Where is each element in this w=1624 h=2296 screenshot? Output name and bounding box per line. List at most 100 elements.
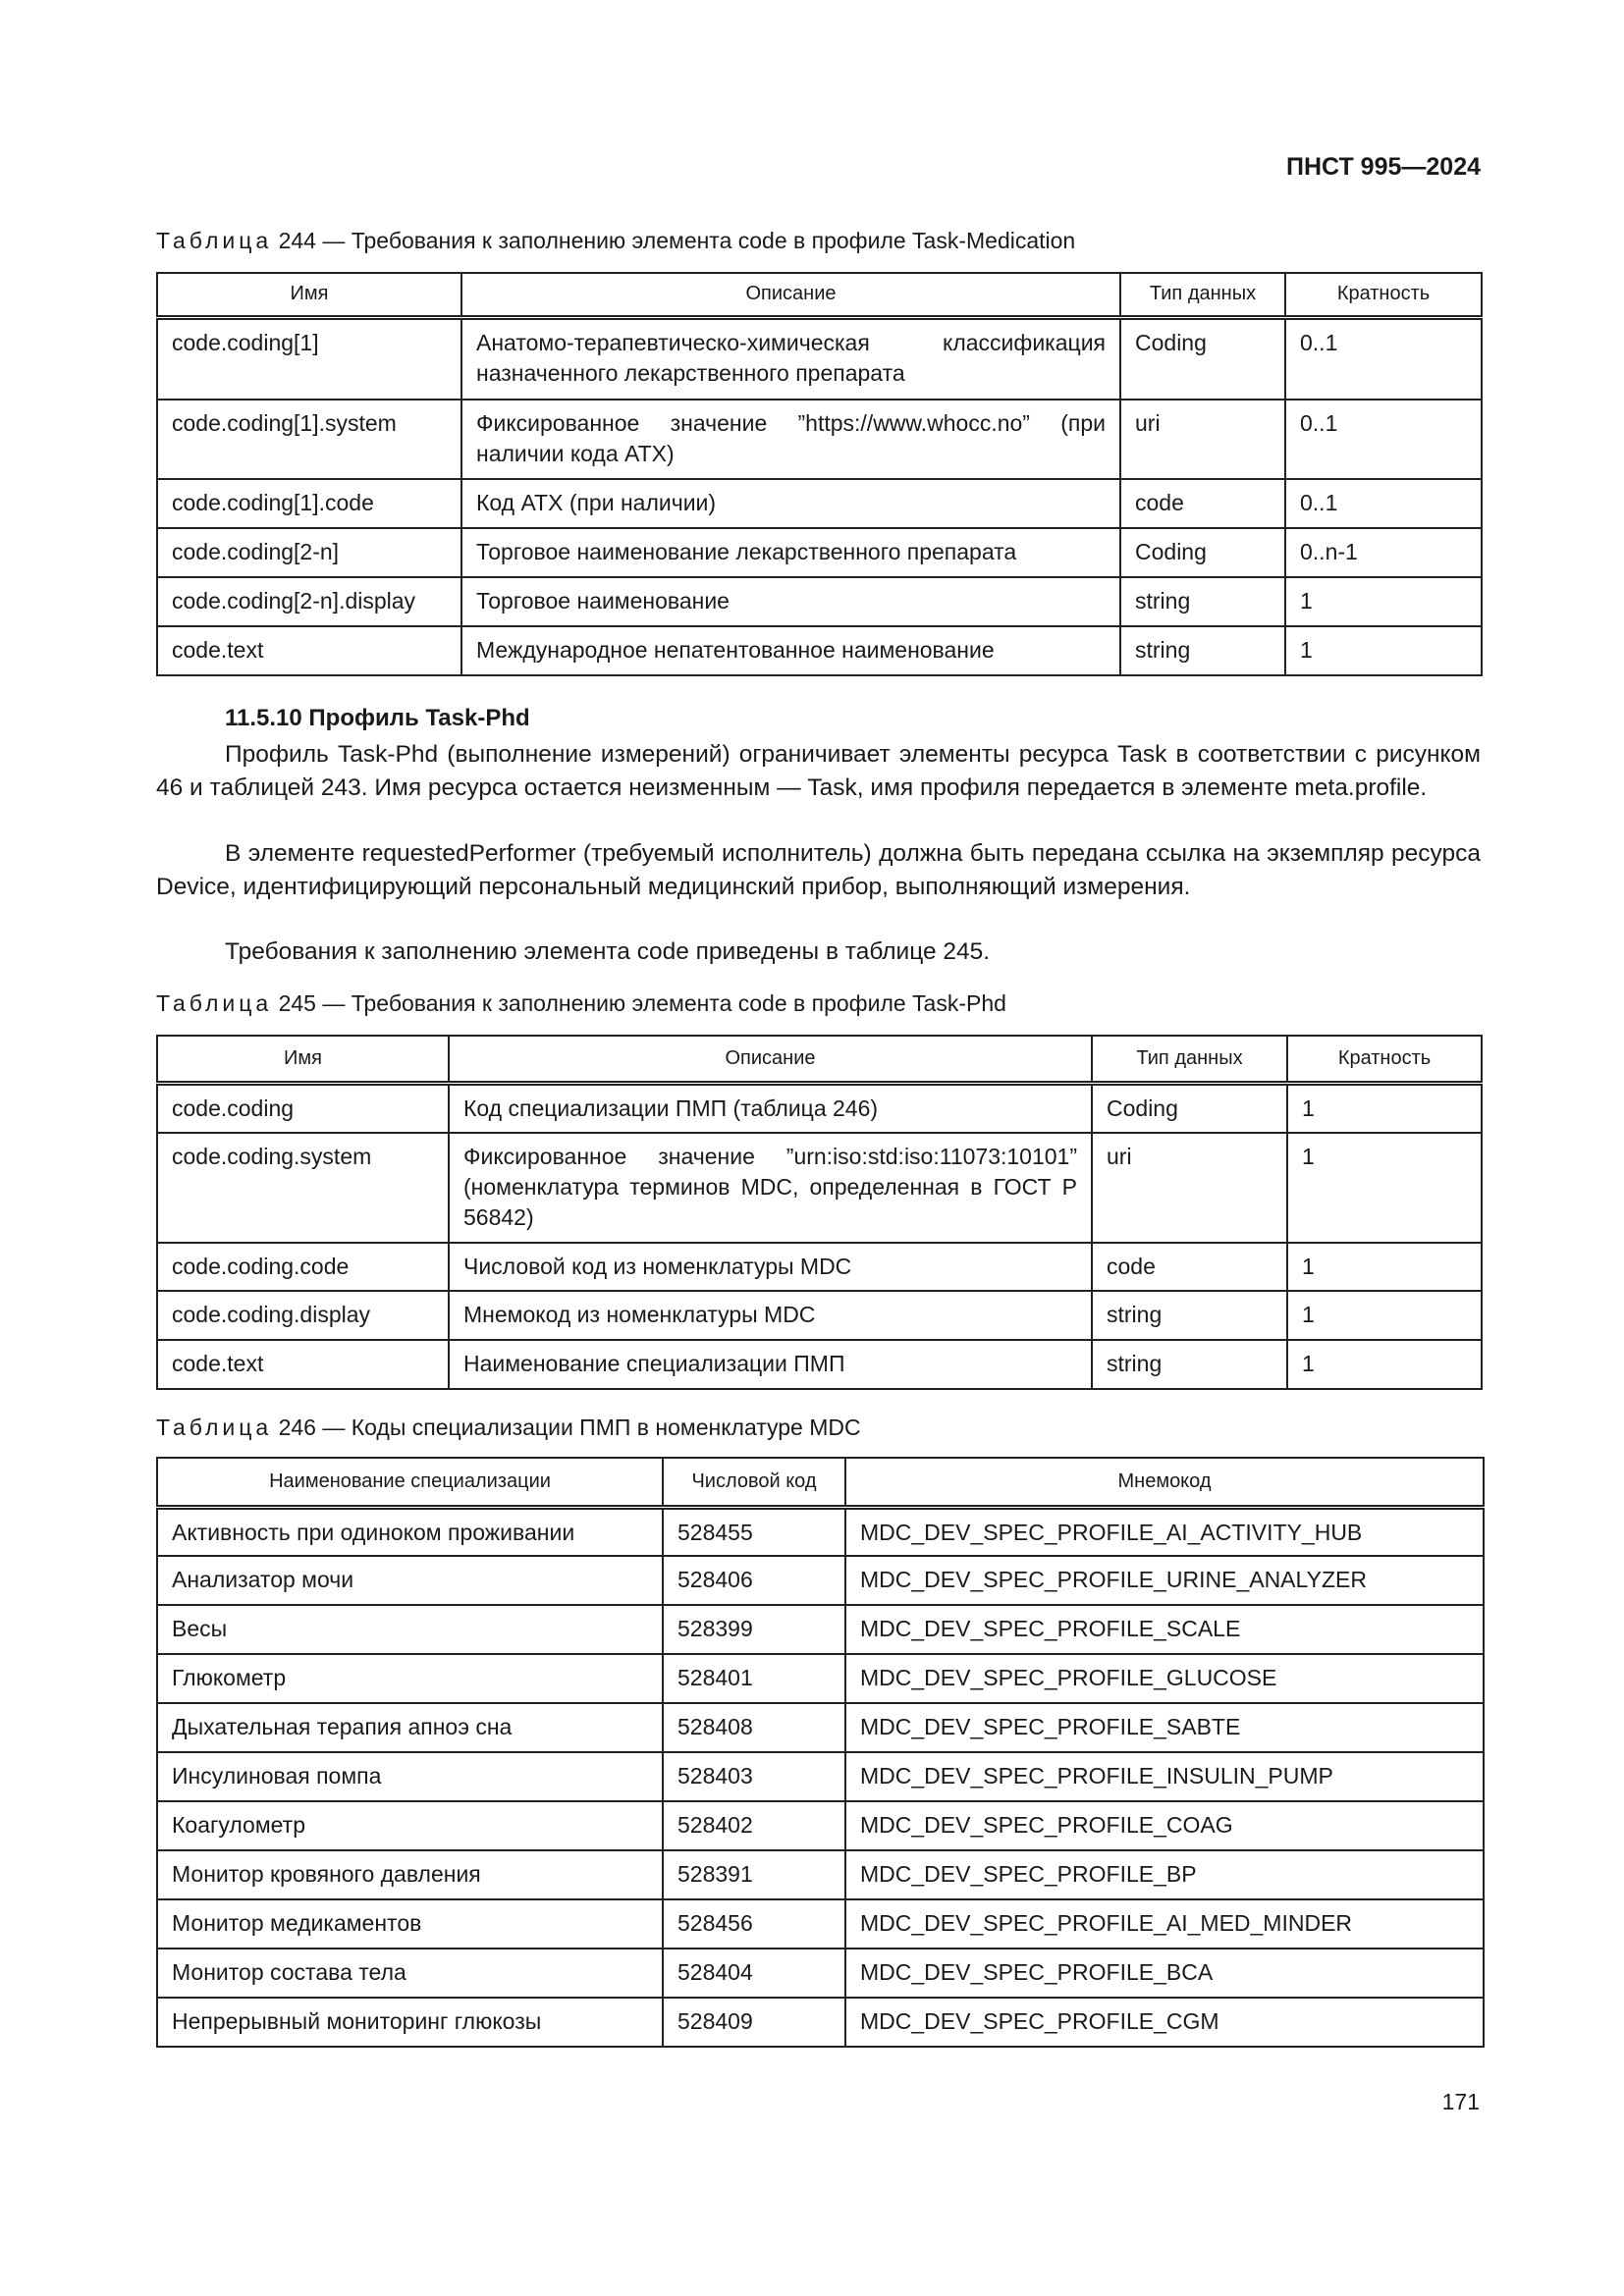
table-cell: MDC_DEV_SPEC_PROFILE_SABTE [844,1702,1485,1753]
table-cell: 0..1 [1284,478,1483,529]
caption-prefix: Таблица [156,990,273,1016]
caption-text: 246 — Коды специализации ПМП в номенклат… [272,1415,861,1440]
table-cell: code.coding[1].code [156,478,462,529]
table-cell: code [1091,1242,1288,1292]
table-cell: 528399 [662,1604,846,1655]
table-row: Весы 528399 MDC_DEV_SPEC_PROFILE_SCALE [156,1604,1485,1655]
table-row: code.coding[1] Анатомо-терапевтическо-хим… [156,316,1483,400]
table-245: Имя Описание Тип данных Кратность code.codin… [156,1035,1483,1390]
table-row: code.coding[1].system Фиксированное значе… [156,399,1483,480]
table-cell: 528404 [662,1948,846,1999]
table-cell: 528403 [662,1751,846,1802]
table-cell: Числовой код из номенклатуры MDC [448,1242,1093,1292]
table-cell: code.text [156,625,462,676]
table-245-caption: Таблица 245 — Требования к заполнению эл… [156,990,1006,1017]
table-cell: 528401 [662,1653,846,1704]
table-row: Глюкометр 528401 MDC_DEV_SPEC_PROFILE_GLUC… [156,1653,1485,1704]
table-cell: MDC_DEV_SPEC_PROFILE_GLUCOSE [844,1653,1485,1704]
table-cell: MDC_DEV_SPEC_PROFILE_AI_ACTIVITY_HUB [844,1506,1485,1557]
table-cell: 1 [1286,1082,1483,1134]
table-cell: uri [1091,1132,1288,1244]
caption-text: 244 — Требования к заполнению элемента c… [272,228,1076,253]
table-cell: Торговое наименование лекарственного пре… [460,527,1121,578]
table-cell: 528409 [662,1997,846,2048]
table-cell: Коагулометр [156,1800,664,1851]
table-cell: Фиксированное значение ”urn:iso:std:iso:… [448,1132,1093,1244]
table-row: Монитор медикаментов 528456 MDC_DEV_SPEC_P… [156,1898,1485,1949]
table-row: Коагулометр 528402 MDC_DEV_SPEC_PROFILE_CO… [156,1800,1485,1851]
table-cell: 1 [1284,625,1483,676]
table-cell: Фиксированное значение ”https://www.whoc… [460,399,1121,480]
column-header: Кратность [1284,272,1483,320]
column-header: Описание [460,272,1121,320]
table-cell: Инсулиновая помпа [156,1751,664,1802]
column-header: Имя [156,1035,450,1086]
table-cell: code.coding[1] [156,316,462,400]
page-number: 171 [1441,2089,1480,2114]
table-cell: Анализатор мочи [156,1555,664,1606]
table-cell: code.coding[1].system [156,399,462,480]
table-cell: MDC_DEV_SPEC_PROFILE_CGM [844,1997,1485,2048]
table-row: code.text Международное непатентованное н… [156,625,1483,676]
table-cell: 528406 [662,1555,846,1606]
table-row: Активность при одиноком проживании 528455… [156,1506,1485,1557]
table-246: Наименование специализации Числовой код Мн… [156,1457,1485,2048]
table-cell: Анатомо-терапевтическо-химическая класси… [460,316,1121,400]
table-row: Инсулиновая помпа 528403 MDC_DEV_SPEC_PROF… [156,1751,1485,1802]
table-row: code.coding.system Фиксированное значение… [156,1132,1483,1244]
table-cell: code.coding[2-n].display [156,576,462,627]
table-cell: Весы [156,1604,664,1655]
table-cell: Непрерывный мониторинг глюкозы [156,1997,664,2048]
table-cell: MDC_DEV_SPEC_PROFILE_INSULIN_PUMP [844,1751,1485,1802]
table-cell: Дыхательная терапия апноэ сна [156,1702,664,1753]
table-row: code.coding.code Числовой код из номенкла… [156,1242,1483,1292]
table-cell: MDC_DEV_SPEC_PROFILE_BCA [844,1948,1485,1999]
document-code: ПНСТ 995—2024 [1286,153,1481,181]
table-244-caption: Таблица 244 — Требования к заполнению эл… [156,228,1075,254]
table-cell: 1 [1284,576,1483,627]
table-cell: uri [1119,399,1286,480]
paragraph-3: Требования к заполнению элемента code пр… [225,938,991,965]
table-cell: 528402 [662,1800,846,1851]
column-header: Мнемокод [844,1457,1485,1510]
caption-prefix: Таблица [156,228,273,253]
table-cell: Торговое наименование [460,576,1121,627]
table-row: code.coding[2-n] Торговое наименование ле… [156,527,1483,578]
table-row: code.coding[2-n].display Торговое наимено… [156,576,1483,627]
table-cell: 0..1 [1284,399,1483,480]
table-cell: MDC_DEV_SPEC_PROFILE_AI_MED_MINDER [844,1898,1485,1949]
table-cell: 0..n-1 [1284,527,1483,578]
column-header: Описание [448,1035,1093,1086]
table-cell: string [1091,1290,1288,1341]
section-heading: 11.5.10 Профиль Task-Phd [225,705,530,731]
table-cell: Мнемокод из номенклатуры MDC [448,1290,1093,1341]
table-row: Дыхательная терапия апноэ сна 528408 MDC_D… [156,1702,1485,1753]
table-cell: 528455 [662,1506,846,1557]
column-header: Тип данных [1119,272,1286,320]
table-cell: 528456 [662,1898,846,1949]
table-cell: 528408 [662,1702,846,1753]
table-cell: code.coding.display [156,1290,450,1341]
column-header: Кратность [1286,1035,1483,1086]
table-cell: code [1119,478,1286,529]
column-header: Тип данных [1091,1035,1288,1086]
table-row: code.text Наименование специализации ПМП s… [156,1339,1483,1390]
table-cell: MDC_DEV_SPEC_PROFILE_COAG [844,1800,1485,1851]
table-cell: Coding [1119,316,1286,400]
table-cell: Активность при одиноком проживании [156,1506,664,1557]
table-cell: 1 [1286,1242,1483,1292]
table-cell: code.coding [156,1082,450,1134]
table-cell: string [1119,625,1286,676]
table-cell: 1 [1286,1290,1483,1341]
table-cell: MDC_DEV_SPEC_PROFILE_SCALE [844,1604,1485,1655]
table-cell: 528391 [662,1849,846,1900]
paragraph-1: Профиль Task-Phd (выполнение измерений) … [156,741,1481,801]
column-header: Наименование специализации [156,1457,664,1510]
table-row: Анализатор мочи 528406 MDC_DEV_SPEC_PROFIL… [156,1555,1485,1606]
paragraph-2: В элементе requestedPerformer (требуемый… [156,840,1481,900]
table-cell: MDC_DEV_SPEC_PROFILE_BP [844,1849,1485,1900]
table-cell: string [1119,576,1286,627]
table-row: Монитор кровяного давления 528391 MDC_DEV_… [156,1849,1485,1900]
table-cell: Код специализации ПМП (таблица 246) [448,1082,1093,1134]
table-cell: Монитор состава тела [156,1948,664,1999]
